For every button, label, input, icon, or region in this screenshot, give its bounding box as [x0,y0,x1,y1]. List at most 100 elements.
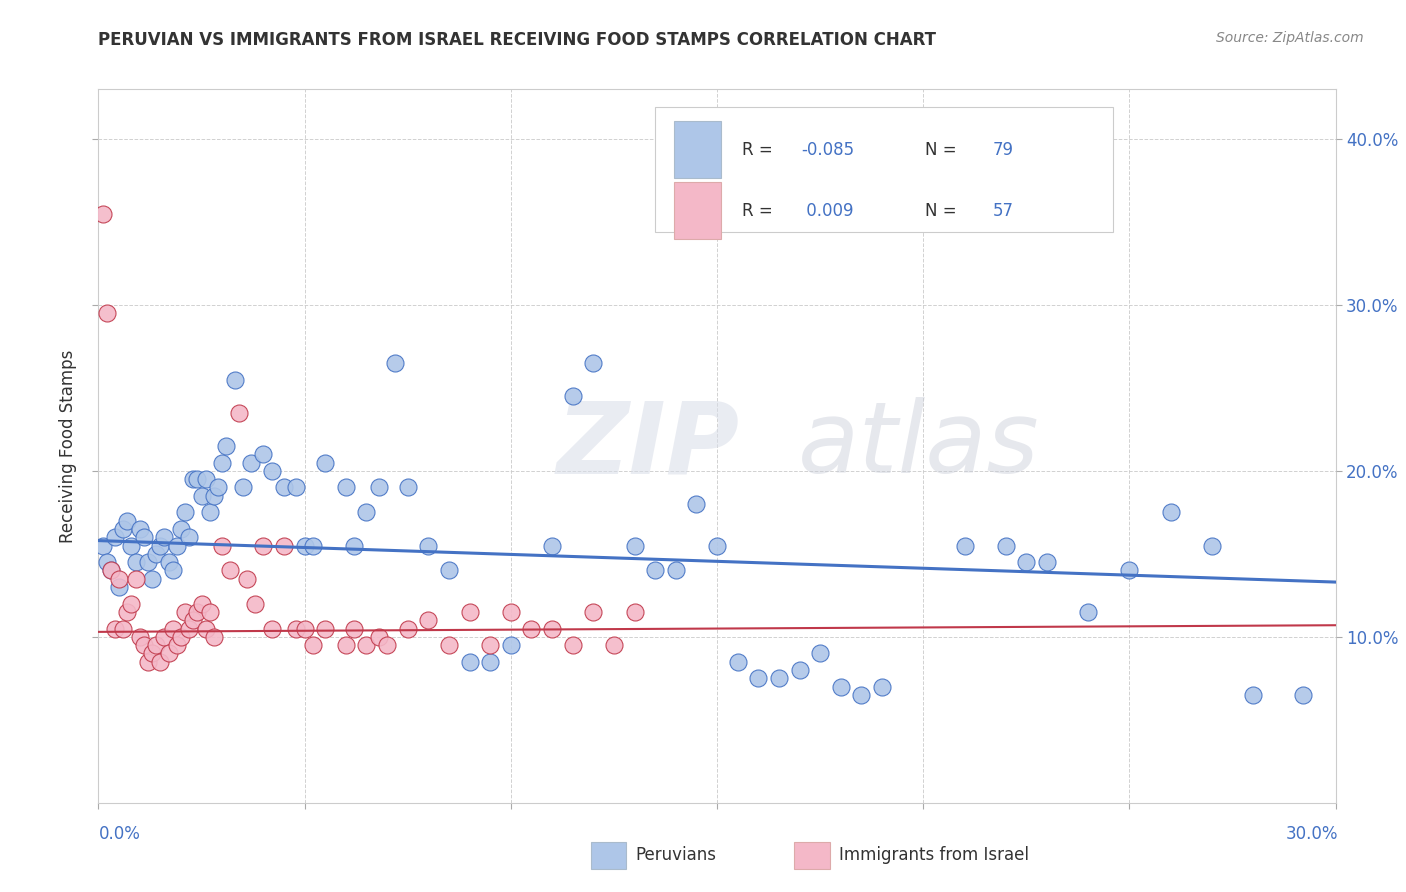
Point [124,572,146,586]
Point [356,638,378,652]
Point [252,447,274,461]
Point [418,539,440,553]
Point [149,539,172,553]
Point [479,655,502,669]
Text: N =: N = [925,141,962,159]
Point [870,680,893,694]
Point [356,505,378,519]
Point [561,389,583,403]
Point [120,597,142,611]
Point [285,622,308,636]
Point [120,539,142,553]
Point [644,564,666,578]
Point [104,530,127,544]
Point [100,564,122,578]
Point [335,481,357,495]
Point [145,638,167,652]
Point [186,605,208,619]
Point [437,638,460,652]
Point [236,572,259,586]
Point [953,539,976,553]
Point [252,539,274,553]
Point [190,597,212,611]
Point [162,622,184,636]
Point [1292,688,1315,702]
Point [215,439,238,453]
Point [117,514,139,528]
Point [198,605,221,619]
Point [149,655,172,669]
Text: Peruvians: Peruvians [636,847,717,864]
Point [202,489,225,503]
Point [623,539,645,553]
Text: PERUVIAN VS IMMIGRANTS FROM ISRAEL RECEIVING FOOD STAMPS CORRELATION CHART: PERUVIAN VS IMMIGRANTS FROM ISRAEL RECEI… [98,31,936,49]
Point [665,564,688,578]
Point [181,472,204,486]
Point [96,555,118,569]
Point [211,456,233,470]
Point [157,555,180,569]
Point [499,605,522,619]
Point [194,472,217,486]
Point [273,481,295,495]
Point [458,655,481,669]
Point [100,564,122,578]
Point [499,638,522,652]
Point [174,605,197,619]
Point [335,638,357,652]
Point [603,638,626,652]
Point [1015,555,1038,569]
Point [136,655,159,669]
Point [91,207,114,221]
Point [179,530,201,544]
Point [153,630,176,644]
Text: 79: 79 [993,141,1014,159]
Text: 30.0%: 30.0% [1286,825,1339,843]
Point [285,481,308,495]
Point [207,481,229,495]
Point [186,472,208,486]
Point [1160,505,1182,519]
Point [141,647,163,661]
Point [211,539,233,553]
Text: ZIP: ZIP [557,398,740,494]
Point [437,564,460,578]
Point [367,630,389,644]
Point [396,481,419,495]
Point [194,622,217,636]
Y-axis label: Receiving Food Stamps: Receiving Food Stamps [59,350,77,542]
Bar [673,182,721,239]
Point [302,638,325,652]
Point [685,497,707,511]
Point [112,622,135,636]
Text: atlas: atlas [797,398,1039,494]
Text: 0.0%: 0.0% [98,825,141,843]
Point [1241,688,1264,702]
Point [623,605,645,619]
Point [166,638,188,652]
Point [768,671,790,685]
Point [198,505,221,519]
Text: Source: ZipAtlas.com: Source: ZipAtlas.com [1216,31,1364,45]
Point [96,306,118,320]
Point [132,638,155,652]
Point [294,622,316,636]
Point [582,605,605,619]
Point [260,464,283,478]
Point [260,622,283,636]
Point [91,539,114,553]
Point [132,530,155,544]
Point [170,630,193,644]
Point [112,522,135,536]
Point [302,539,325,553]
Point [190,489,212,503]
Point [727,655,749,669]
Point [561,638,583,652]
Bar [673,121,721,178]
Point [830,680,852,694]
Text: Immigrants from Israel: Immigrants from Israel [839,847,1029,864]
Text: N =: N = [925,202,962,219]
Point [181,613,204,627]
Point [228,406,250,420]
Point [1118,564,1140,578]
